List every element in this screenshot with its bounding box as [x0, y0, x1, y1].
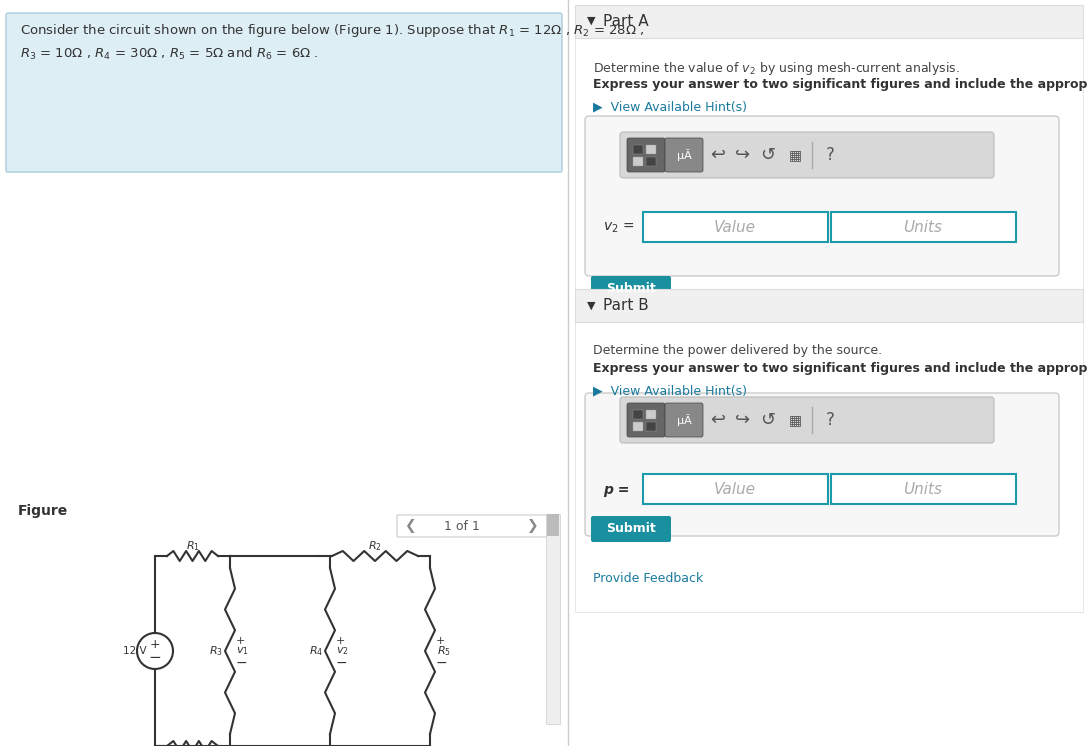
- Text: Consider the circuit shown on the figure below (Figure 1). Suppose that $R_1$ = : Consider the circuit shown on the figure…: [20, 22, 644, 39]
- Text: $v_2$: $v_2$: [336, 645, 349, 657]
- Text: ❯: ❯: [528, 519, 539, 533]
- FancyBboxPatch shape: [620, 397, 994, 443]
- FancyBboxPatch shape: [591, 276, 671, 302]
- Bar: [646, 422, 656, 431]
- FancyBboxPatch shape: [574, 322, 1083, 612]
- Text: ↩: ↩: [710, 411, 726, 429]
- Text: $v_1$: $v_1$: [236, 645, 249, 657]
- Text: Submit: Submit: [606, 283, 656, 295]
- Text: Units: Units: [903, 219, 942, 234]
- Text: Figure: Figure: [18, 504, 69, 518]
- Text: −: −: [336, 656, 348, 670]
- Text: Determine the power delivered by the source.: Determine the power delivered by the sou…: [593, 344, 882, 357]
- Text: Express your answer to two significant figures and include the appropriate units: Express your answer to two significant f…: [593, 362, 1088, 375]
- Text: −: −: [236, 656, 248, 670]
- Text: ▼: ▼: [588, 301, 595, 311]
- Text: −: −: [149, 651, 161, 665]
- Bar: [633, 157, 643, 166]
- Text: ?: ?: [826, 146, 834, 164]
- Text: $R_1$: $R_1$: [186, 539, 199, 553]
- Bar: [633, 410, 643, 419]
- Bar: [646, 157, 656, 166]
- Text: ↩: ↩: [710, 146, 726, 164]
- Text: $R_5$: $R_5$: [437, 644, 452, 658]
- Text: Value: Value: [714, 481, 756, 497]
- FancyBboxPatch shape: [627, 138, 665, 172]
- Text: ❮: ❮: [404, 519, 416, 533]
- Text: ↪: ↪: [735, 146, 751, 164]
- FancyBboxPatch shape: [574, 5, 1083, 38]
- Bar: [646, 145, 656, 154]
- Bar: [633, 422, 643, 431]
- FancyBboxPatch shape: [627, 403, 665, 437]
- Text: Provide Feedback: Provide Feedback: [593, 572, 703, 585]
- Text: +: +: [236, 636, 246, 646]
- Bar: [633, 145, 643, 154]
- Text: $R_3$ = 10Ω , $R_4$ = 30Ω , $R_5$ = 5Ω and $R_6$ = 6Ω .: $R_3$ = 10Ω , $R_4$ = 30Ω , $R_5$ = 5Ω a…: [20, 46, 319, 62]
- FancyBboxPatch shape: [585, 393, 1059, 536]
- FancyBboxPatch shape: [665, 138, 703, 172]
- Text: ▶  View Available Hint(s): ▶ View Available Hint(s): [593, 100, 747, 113]
- Text: $v_2$ =: $v_2$ =: [603, 221, 634, 235]
- Text: μÃ: μÃ: [677, 414, 691, 426]
- Text: ?: ?: [826, 411, 834, 429]
- Text: Value: Value: [714, 219, 756, 234]
- Text: ▼: ▼: [588, 16, 595, 26]
- Text: −: −: [436, 656, 447, 670]
- FancyBboxPatch shape: [620, 132, 994, 178]
- FancyBboxPatch shape: [574, 38, 1083, 310]
- FancyBboxPatch shape: [591, 516, 671, 542]
- Text: Determine the value of $v_2$ by using mesh-current analysis.: Determine the value of $v_2$ by using me…: [593, 60, 960, 77]
- Text: $R_3$: $R_3$: [209, 644, 223, 658]
- Text: ▦: ▦: [789, 148, 802, 162]
- Text: p =: p =: [603, 483, 629, 497]
- Text: ▦: ▦: [789, 413, 802, 427]
- FancyBboxPatch shape: [397, 515, 547, 537]
- FancyBboxPatch shape: [574, 289, 1083, 322]
- FancyBboxPatch shape: [643, 474, 828, 504]
- Text: $R_2$: $R_2$: [368, 539, 382, 553]
- Bar: [546, 514, 560, 724]
- Bar: [547, 514, 559, 536]
- Text: μÃ: μÃ: [677, 149, 691, 161]
- Text: Express your answer to two significant figures and include the appropriate units: Express your answer to two significant f…: [593, 78, 1088, 91]
- Text: +: +: [336, 636, 345, 646]
- FancyBboxPatch shape: [643, 212, 828, 242]
- FancyBboxPatch shape: [665, 403, 703, 437]
- Text: 12 V: 12 V: [123, 646, 147, 656]
- Text: Submit: Submit: [606, 522, 656, 536]
- Text: Units: Units: [903, 481, 942, 497]
- Text: +: +: [436, 636, 445, 646]
- Text: Part A: Part A: [603, 13, 648, 28]
- Text: $R_4$: $R_4$: [309, 644, 323, 658]
- Text: ↺: ↺: [761, 146, 776, 164]
- Text: Part B: Part B: [603, 298, 648, 313]
- FancyBboxPatch shape: [831, 474, 1016, 504]
- FancyBboxPatch shape: [585, 116, 1059, 276]
- Text: ▶  View Available Hint(s): ▶ View Available Hint(s): [593, 384, 747, 397]
- Text: 1 of 1: 1 of 1: [444, 519, 480, 533]
- FancyBboxPatch shape: [831, 212, 1016, 242]
- Text: ↺: ↺: [761, 411, 776, 429]
- Text: +: +: [150, 638, 160, 651]
- FancyBboxPatch shape: [7, 13, 562, 172]
- Bar: [646, 410, 656, 419]
- Text: ↪: ↪: [735, 411, 751, 429]
